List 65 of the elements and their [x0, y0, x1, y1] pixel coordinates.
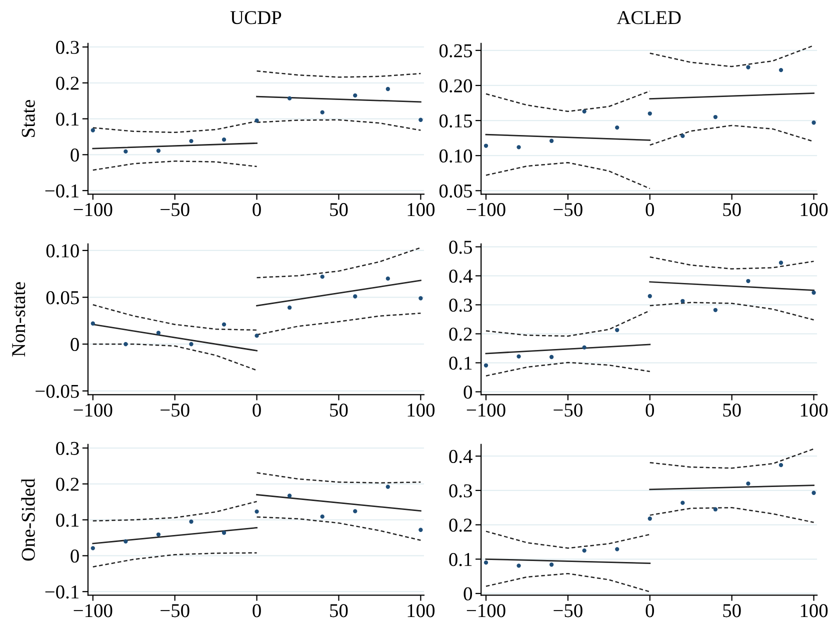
y-tick-label: 0.5	[449, 240, 472, 254]
y-axis-title: One-Sided	[21, 478, 35, 561]
chart-title: UCDP	[230, 11, 282, 24]
x-tick-label: −100	[466, 203, 506, 216]
y-tick-label: 0.2	[56, 478, 79, 491]
x-tick-label: 0	[252, 604, 261, 618]
y-axis-title: Non-state	[12, 282, 26, 357]
y-tick-label: 0.25	[439, 44, 472, 58]
x-tick-label: 50	[330, 203, 348, 216]
y-tick-label: 0.1	[56, 514, 78, 527]
y-tick-label: 0	[464, 386, 472, 399]
chart-title: ACLED	[616, 11, 681, 24]
y-tick-label: 0.20	[439, 79, 472, 92]
x-tick-label: −100	[466, 404, 506, 417]
x-tick-label: 100	[408, 203, 435, 216]
y-tick-label: 0	[70, 550, 79, 563]
y-tick-label: 0.05	[439, 184, 472, 198]
x-tick-label: 50	[330, 604, 348, 618]
y-tick-label: 0.1	[56, 112, 78, 126]
y-tick-label: 0	[70, 148, 79, 162]
y-tick-label: 0.4	[449, 270, 472, 283]
x-tick-label: 0	[252, 203, 261, 216]
x-tick-label: 0	[646, 404, 654, 417]
x-tick-label: 50	[723, 404, 741, 417]
y-tick-label: 0.10	[439, 149, 472, 163]
y-tick-label: −0.05	[36, 384, 79, 398]
x-tick-label: 0	[252, 404, 261, 417]
y-tick-label: 0.10	[46, 244, 79, 258]
x-tick-label: 0	[646, 203, 654, 216]
x-tick-label: 100	[408, 604, 435, 618]
x-tick-label: 100	[800, 404, 828, 417]
x-tick-label: −100	[74, 203, 112, 216]
x-tick-label: −50	[160, 203, 190, 216]
y-tick-label: 0.1	[449, 552, 472, 566]
y-tick-label: 0	[464, 587, 472, 600]
x-tick-label: 50	[330, 404, 348, 417]
y-axis-title: State	[22, 100, 35, 137]
x-tick-label: 50	[723, 203, 741, 216]
x-tick-label: −50	[554, 404, 582, 417]
x-tick-label: −50	[160, 604, 190, 618]
x-tick-label: 0	[646, 604, 654, 618]
y-tick-label: −0.1	[45, 585, 78, 599]
y-tick-label: 0.15	[439, 114, 472, 128]
x-tick-label: 100	[408, 404, 435, 417]
y-tick-label: 0.1	[449, 356, 472, 370]
y-tick-label: 0.05	[46, 291, 79, 304]
x-tick-label: 50	[723, 604, 741, 618]
y-tick-label: −0.1	[45, 184, 78, 198]
x-tick-label: −100	[74, 404, 112, 417]
x-tick-label: −100	[74, 604, 112, 618]
y-tick-label: 0.2	[56, 76, 79, 90]
y-tick-label: 0.2	[449, 518, 472, 532]
y-tick-label: 0.3	[449, 484, 472, 498]
y-tick-label: 0.4	[449, 450, 472, 464]
x-tick-label: 100	[800, 203, 828, 216]
y-tick-label: 0.3	[56, 442, 79, 456]
x-tick-label: −50	[554, 604, 582, 618]
x-tick-label: −50	[160, 404, 190, 417]
x-tick-label: −50	[554, 203, 582, 216]
y-tick-label: 0.3	[56, 40, 79, 54]
y-tick-label: 0.2	[449, 328, 472, 341]
x-tick-label: 100	[800, 604, 828, 618]
x-tick-label: −100	[466, 604, 506, 618]
y-tick-label: 0	[70, 338, 79, 352]
y-tick-label: 0.3	[449, 298, 472, 312]
